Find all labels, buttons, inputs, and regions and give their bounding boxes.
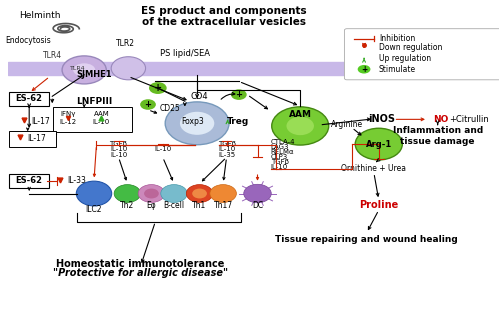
Text: TLR4: TLR4 <box>42 51 62 60</box>
Text: AAM: AAM <box>288 110 312 119</box>
Text: +: + <box>236 90 242 99</box>
Text: Inflammation and
tissue damage: Inflammation and tissue damage <box>392 126 483 146</box>
Ellipse shape <box>76 181 112 206</box>
Text: DC: DC <box>252 201 263 210</box>
Text: ES-62: ES-62 <box>16 94 42 103</box>
Text: CD25: CD25 <box>160 104 180 113</box>
Text: AAM: AAM <box>94 112 109 118</box>
Circle shape <box>231 89 246 100</box>
Text: IFNγ: IFNγ <box>60 112 76 118</box>
Text: Th17: Th17 <box>214 201 233 210</box>
Text: TGFβ: TGFβ <box>110 141 128 147</box>
FancyBboxPatch shape <box>53 107 132 132</box>
Text: CTLA-4: CTLA-4 <box>271 139 295 145</box>
Circle shape <box>165 102 229 145</box>
FancyBboxPatch shape <box>344 29 500 80</box>
Text: Arginine: Arginine <box>331 120 363 129</box>
Circle shape <box>210 185 236 203</box>
Circle shape <box>358 65 370 73</box>
FancyBboxPatch shape <box>9 174 49 188</box>
Circle shape <box>140 99 156 110</box>
Text: +: + <box>361 65 367 74</box>
Text: Down regulation: Down regulation <box>379 43 442 52</box>
Text: +Citrullin: +Citrullin <box>449 115 488 124</box>
Circle shape <box>111 57 146 80</box>
Circle shape <box>272 107 328 145</box>
Text: LAG3: LAG3 <box>271 144 289 150</box>
Ellipse shape <box>62 56 106 84</box>
Text: B-cell: B-cell <box>164 201 184 210</box>
Text: PS lipid/SEA: PS lipid/SEA <box>160 49 210 58</box>
Text: TGFβ: TGFβ <box>218 141 236 147</box>
FancyBboxPatch shape <box>9 92 49 106</box>
Text: +: + <box>154 83 162 93</box>
Circle shape <box>138 185 164 203</box>
Text: IL-17: IL-17 <box>28 134 46 143</box>
Text: +: + <box>144 100 152 109</box>
Text: Foxp3: Foxp3 <box>181 117 204 125</box>
Text: "Protective for allergic disease": "Protective for allergic disease" <box>53 268 228 278</box>
Text: CLP3: CLP3 <box>271 154 288 160</box>
Text: Th2: Th2 <box>120 201 134 210</box>
Circle shape <box>149 82 166 94</box>
Text: RELMα: RELMα <box>271 149 294 155</box>
Text: ES product and components
of the extracellular vesicles: ES product and components of the extrace… <box>142 6 307 27</box>
Circle shape <box>161 185 188 203</box>
Text: Tissue repairing and wound healing: Tissue repairing and wound healing <box>275 235 458 244</box>
Text: Endocytosis: Endocytosis <box>5 36 51 45</box>
Circle shape <box>186 185 213 203</box>
Text: Inhibition: Inhibition <box>379 34 415 43</box>
Text: CD4: CD4 <box>191 92 208 101</box>
Text: Th1: Th1 <box>192 201 206 210</box>
Circle shape <box>114 185 140 203</box>
Text: TLR4: TLR4 <box>70 66 86 71</box>
Text: Ornithine + Urea: Ornithine + Urea <box>342 164 406 173</box>
Text: Helminth: Helminth <box>19 11 60 20</box>
Text: Arg-1: Arg-1 <box>366 140 392 149</box>
Text: IL-35: IL-35 <box>218 152 235 158</box>
Text: NO: NO <box>433 115 448 124</box>
Circle shape <box>244 184 272 203</box>
Circle shape <box>144 189 159 199</box>
Text: ES-62: ES-62 <box>16 176 42 185</box>
Circle shape <box>180 112 214 135</box>
Bar <box>8 62 499 75</box>
Text: IL-12: IL-12 <box>60 119 76 125</box>
Text: TGFβ: TGFβ <box>271 159 289 165</box>
Text: IL-10: IL-10 <box>92 119 110 125</box>
Text: Treg: Treg <box>226 117 249 125</box>
Text: Homeostatic immunotolerance: Homeostatic immunotolerance <box>56 260 225 269</box>
Text: IL-10: IL-10 <box>110 146 127 152</box>
Text: IL-33: IL-33 <box>67 176 86 185</box>
Text: SJMHE1: SJMHE1 <box>76 71 112 79</box>
Text: LNFPIII: LNFPIII <box>76 97 112 106</box>
Text: IL-10: IL-10 <box>218 146 235 152</box>
Text: TLR2: TLR2 <box>116 39 136 48</box>
Circle shape <box>192 189 207 199</box>
Text: Stimulate: Stimulate <box>379 65 416 74</box>
Text: IL-10: IL-10 <box>110 152 127 158</box>
Text: IL-17: IL-17 <box>32 117 50 125</box>
Text: ILC2: ILC2 <box>86 206 102 214</box>
Ellipse shape <box>73 63 95 76</box>
Text: IL-10: IL-10 <box>271 164 288 170</box>
Text: Proline: Proline <box>359 200 399 210</box>
Circle shape <box>286 117 314 135</box>
Text: Up regulation: Up regulation <box>379 54 431 63</box>
Circle shape <box>355 128 403 160</box>
Text: Eφ: Eφ <box>146 201 156 210</box>
FancyBboxPatch shape <box>9 131 56 147</box>
Text: iNOS: iNOS <box>368 114 394 124</box>
Text: IL-10: IL-10 <box>154 146 172 152</box>
